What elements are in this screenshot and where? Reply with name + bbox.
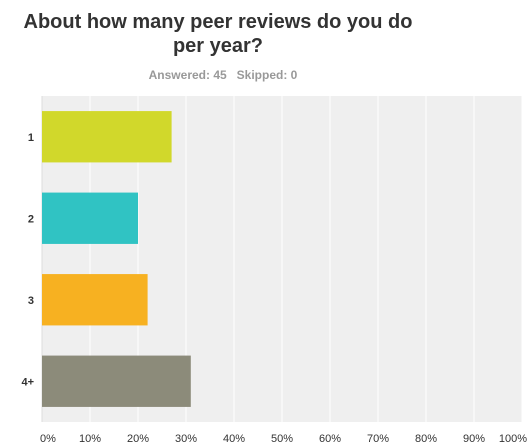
category-label: 1 [28,132,34,144]
x-tick-label: 40% [223,433,245,445]
x-tick-label: 20% [127,433,149,445]
category-label: 3 [28,295,34,307]
x-tick-label: 10% [79,433,101,445]
bar-3 [42,274,148,326]
x-tick-label: 60% [319,433,341,445]
chart-title-line-1: About how many peer reviews do you do [23,11,413,33]
x-tick-label: 90% [463,433,485,445]
x-tick-label: 50% [271,433,293,445]
x-tick-label: 80% [415,433,437,445]
bar-4 [42,355,191,407]
chart-title-line-2: per year? [172,35,264,57]
answered-count: Answered: 45 [148,68,227,82]
x-tick-label: 30% [175,433,197,445]
skipped-count: Skipped: 0 [236,68,298,82]
x-tick-label: 70% [367,433,389,445]
x-tick-label: 0% [40,433,56,445]
bar-2 [42,192,138,244]
category-label: 4+ [21,376,34,388]
bar-1 [42,111,172,163]
chart-title: About how many peer reviews do you do pe… [0,10,436,58]
category-label: 2 [28,213,34,225]
x-tick-label: 100% [499,433,527,445]
response-summary: Answered: 45 Skipped: 0 [0,68,446,82]
